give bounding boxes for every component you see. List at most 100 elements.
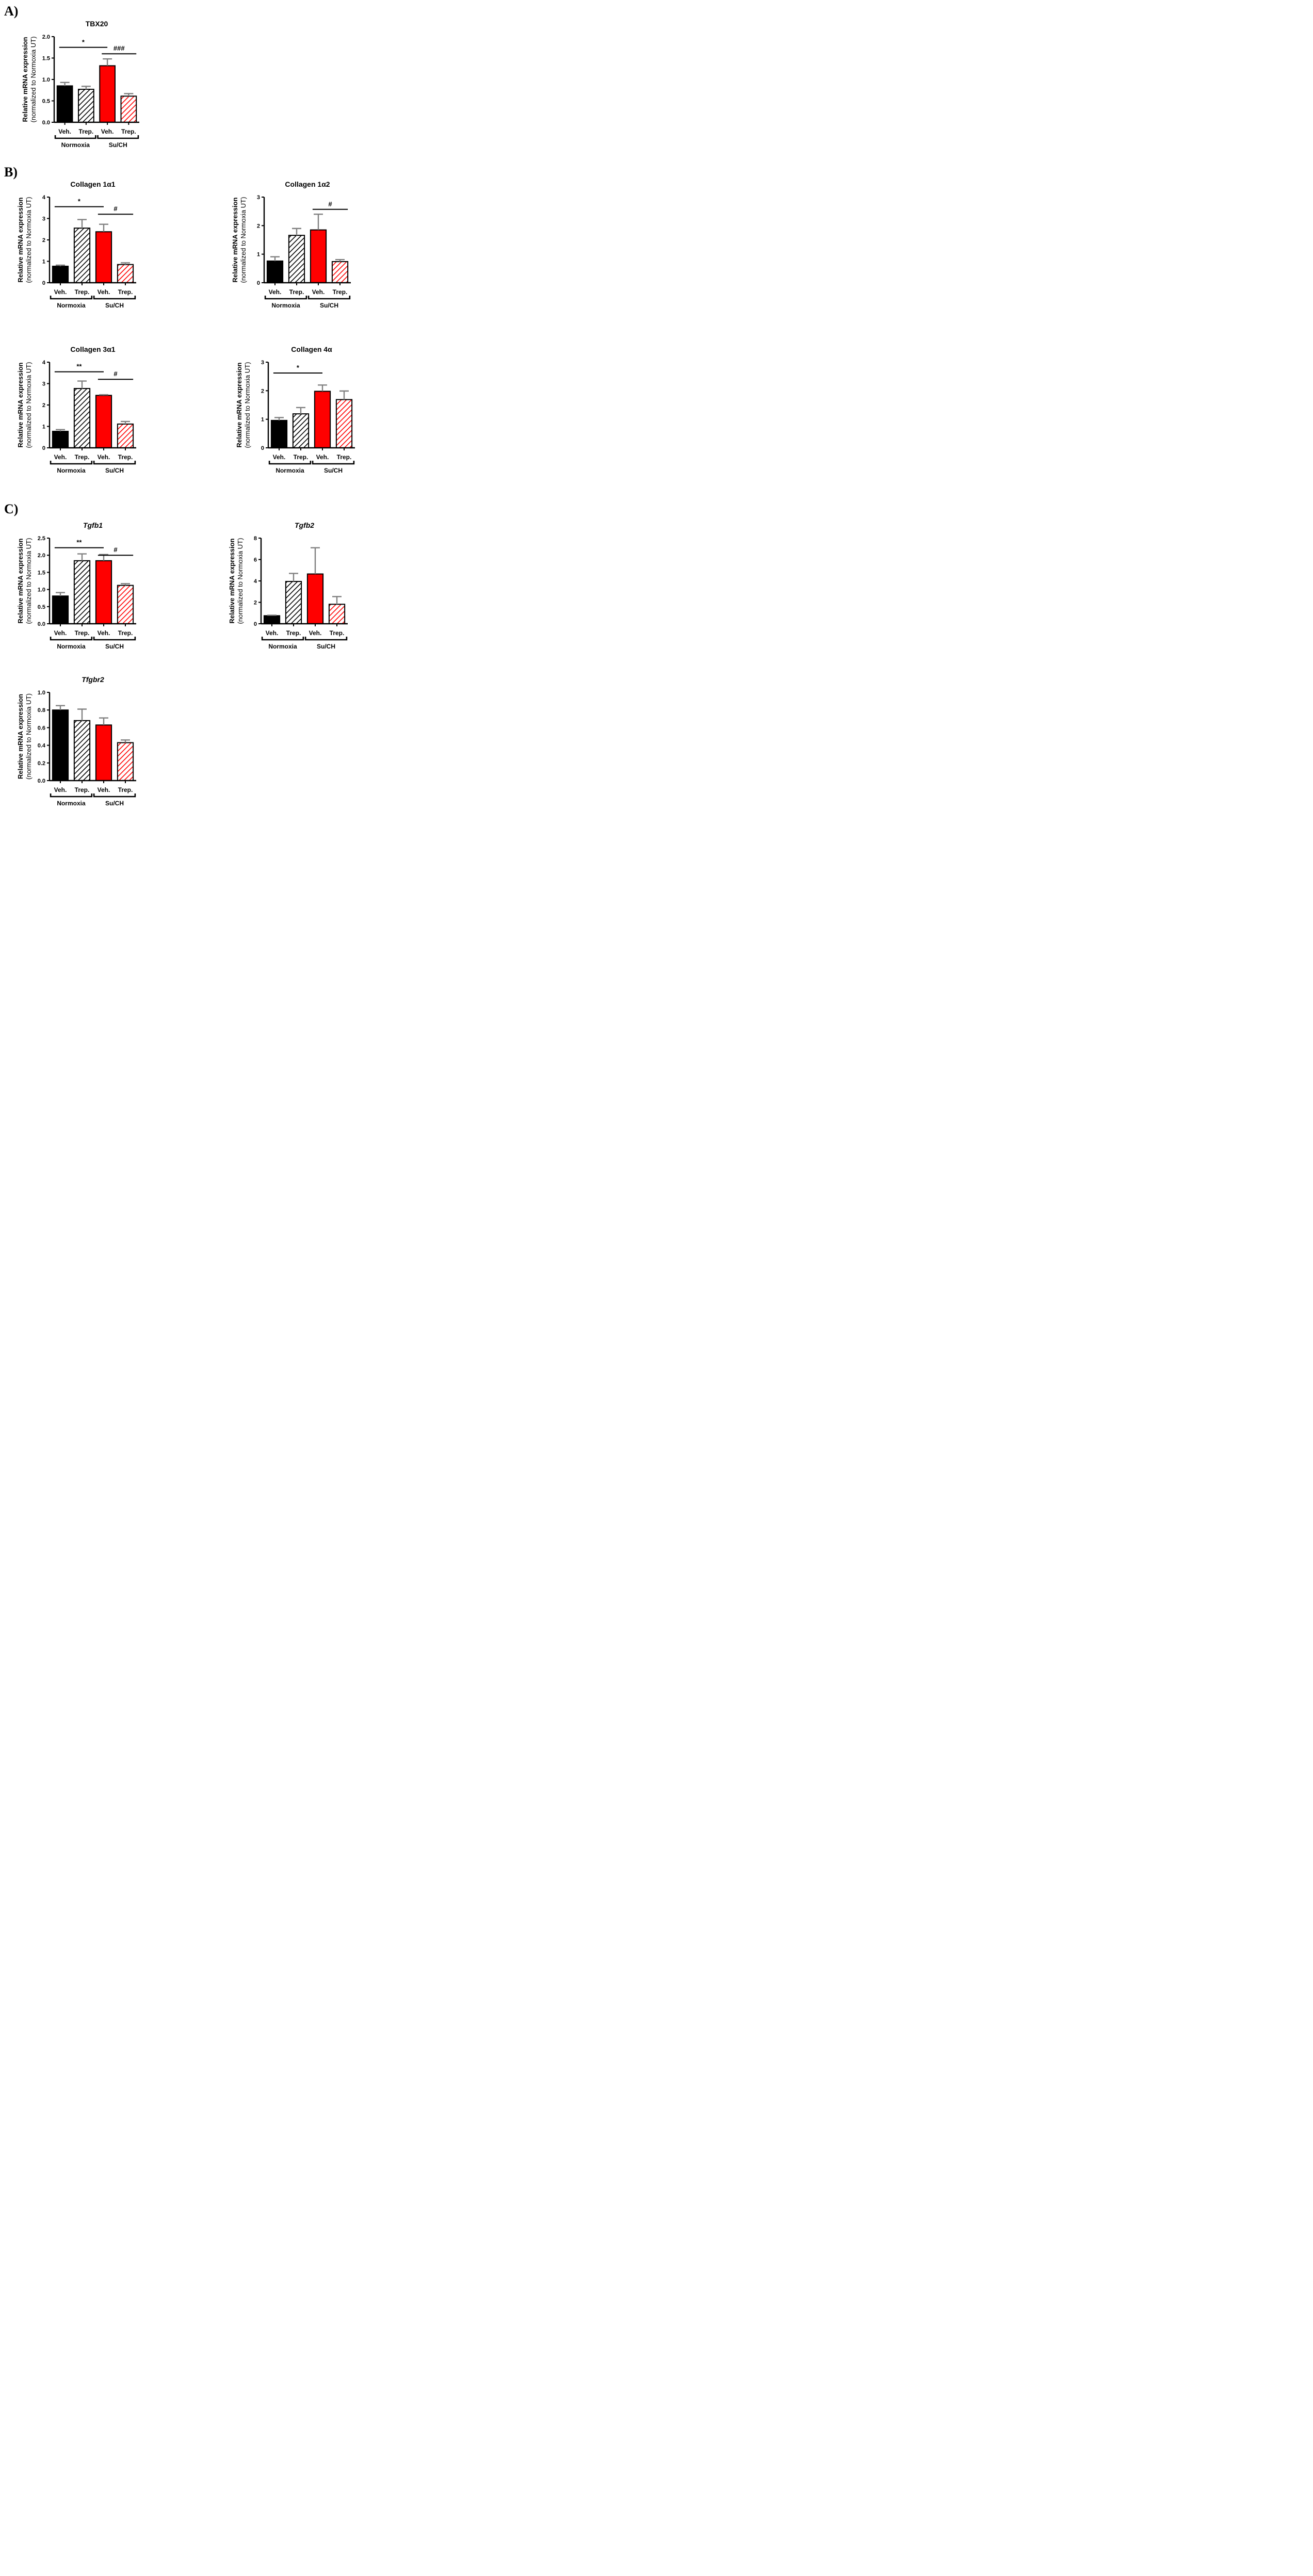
y-tick-label: 4 — [254, 578, 257, 585]
y-tick-label: 8 — [254, 536, 257, 542]
chart-tbx20: TBX20 Relative mRNA expression (normalized… — [21, 20, 139, 149]
y-axis-sublabel: (normalized to Normoxia UT) — [29, 37, 37, 123]
category-label: Trep. — [121, 128, 136, 135]
y-tick-label: 0.6 — [38, 725, 45, 731]
group-bracket — [54, 135, 96, 139]
significance-label: * — [297, 364, 300, 371]
bar — [331, 261, 349, 284]
category-label: Trep. — [330, 629, 345, 637]
bar — [99, 65, 116, 123]
bar — [73, 388, 91, 448]
category-label: Trep. — [118, 288, 133, 296]
category-label: Veh. — [273, 453, 286, 461]
group-bracket — [307, 296, 351, 300]
category-label: Trep. — [75, 786, 90, 793]
group-label: Normoxia — [61, 141, 90, 149]
bar — [314, 391, 331, 448]
y-tick-label: 0.2 — [38, 760, 45, 767]
significance-label: * — [82, 38, 85, 46]
category-label: Veh. — [98, 786, 110, 793]
category-label: Trep. — [118, 453, 133, 461]
bar — [52, 595, 69, 624]
group-label: Su/CH — [105, 643, 124, 650]
bar — [56, 85, 73, 123]
bar — [73, 720, 91, 781]
y-axis-sublabel: (normalized to Normoxia UT) — [239, 197, 247, 283]
y-tick-label: 2 — [42, 237, 45, 244]
category-label: Trep. — [294, 453, 309, 461]
group-bracket — [261, 637, 304, 641]
chart-collagen-4a: Collagen 4α Relative mRNA expression (norm… — [235, 345, 355, 474]
bar — [95, 395, 112, 449]
bar — [270, 419, 288, 449]
y-tick-label: 0 — [257, 280, 260, 286]
group-label: Su/CH — [109, 141, 127, 149]
bar — [335, 399, 353, 449]
group-bracket — [50, 296, 93, 300]
y-tick-label: 0.8 — [38, 707, 45, 714]
category-label: Veh. — [312, 288, 325, 296]
group-bracket — [50, 793, 93, 798]
group-label: Su/CH — [105, 467, 124, 474]
group-label: Su/CH — [105, 302, 124, 309]
panel-label-c: C) — [4, 501, 18, 516]
y-tick-label: 0.4 — [38, 743, 46, 749]
y-tick-label: 2 — [254, 600, 257, 606]
y-tick-label: 3 — [261, 360, 264, 366]
group-bracket — [93, 793, 136, 798]
bar — [52, 431, 69, 448]
y-tick-label: 0.0 — [38, 778, 45, 784]
bar — [52, 266, 69, 283]
group-label: Normoxia — [57, 800, 86, 807]
y-tick-label: 4 — [42, 360, 46, 366]
bar — [95, 724, 112, 782]
bar — [328, 604, 346, 624]
category-label: Veh. — [266, 629, 279, 637]
y-tick-label: 0.5 — [42, 99, 50, 105]
y-axis-label: Relative mRNA expression — [235, 362, 243, 447]
y-tick-label: 3 — [42, 216, 45, 222]
significance-label: ** — [76, 539, 82, 546]
category-label: Veh. — [269, 288, 282, 296]
chart-title: Tfgbr2 — [82, 675, 104, 684]
y-tick-label: 0 — [42, 445, 45, 451]
y-tick-label: 3 — [42, 381, 45, 387]
category-label: Veh. — [98, 629, 110, 637]
y-axis-label: Relative mRNA expression — [21, 37, 29, 122]
y-axis-label: Relative mRNA expression — [17, 538, 24, 623]
group-bracket — [264, 296, 307, 300]
group-bracket — [93, 461, 136, 465]
y-axis-sublabel: (normalized to Normoxia UT) — [25, 197, 33, 283]
category-label: Veh. — [98, 453, 110, 461]
chart-title: Collagen 3α1 — [70, 345, 115, 353]
bar — [78, 89, 94, 123]
y-axis-label: Relative mRNA expression — [231, 197, 239, 282]
y-tick-label: 1 — [261, 417, 264, 423]
y-axis-sublabel: (normalized to Normoxia UT) — [25, 693, 33, 780]
category-label: Veh. — [54, 629, 67, 637]
y-tick-label: 1 — [42, 259, 45, 265]
bar — [117, 423, 134, 448]
y-axis-sublabel: (normalized to Normoxia UT) — [25, 538, 33, 624]
category-label: Trep. — [118, 629, 133, 637]
category-label: Trep. — [75, 288, 90, 296]
group-label: Normoxia — [275, 467, 304, 474]
y-axis-label: Relative mRNA expression — [17, 197, 24, 282]
y-tick-label: 1.0 — [38, 587, 45, 593]
chart-collagen-1a2: Collagen 1α2 Relative mRNA expression (nor… — [231, 180, 351, 309]
significance-label: * — [78, 198, 81, 205]
category-label: Trep. — [286, 629, 301, 637]
bar — [310, 229, 327, 283]
category-label: Veh. — [58, 128, 71, 135]
category-label: Trep. — [289, 288, 304, 296]
group-label: Normoxia — [268, 643, 297, 650]
category-label: Veh. — [98, 288, 110, 296]
significance-label: # — [114, 546, 118, 554]
y-tick-label: 0 — [42, 280, 45, 286]
category-label: Trep. — [333, 288, 348, 296]
bar — [285, 581, 302, 624]
category-label: Veh. — [309, 629, 322, 637]
y-tick-label: 1.5 — [38, 570, 45, 576]
group-bracket — [50, 637, 93, 641]
